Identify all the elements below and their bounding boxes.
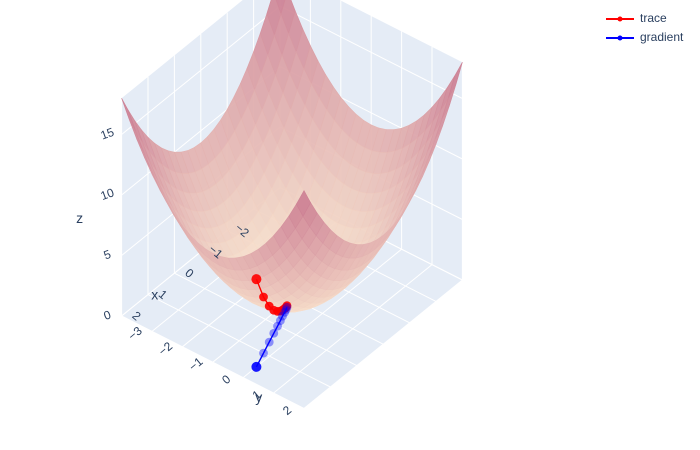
series-point-trace[interactable] (282, 301, 292, 311)
surface-patch (296, 189, 311, 217)
legend-item-gradient[interactable]: gradient (606, 30, 684, 44)
legend: trace gradient (606, 11, 684, 44)
series-point-gradient[interactable] (264, 337, 274, 347)
y-axis-title: y (255, 389, 262, 405)
grid-line-floor-y (303, 279, 463, 409)
series-point-gradient[interactable] (259, 348, 268, 358)
x-axis-title: x (151, 287, 158, 303)
series-point-gradient[interactable] (281, 305, 291, 315)
z-tick-label: 5 (102, 247, 113, 263)
series-point-gradient[interactable] (282, 302, 292, 312)
series-point-gradient[interactable] (275, 316, 285, 326)
series-point-trace[interactable] (251, 274, 262, 285)
grid-line-floor-y (273, 264, 433, 394)
legend-item-trace[interactable]: trace (606, 11, 667, 25)
series-line-gradient[interactable] (255, 307, 288, 368)
legend-label: gradient (640, 30, 684, 44)
y-tick-label: 0 (219, 372, 233, 387)
series-point-gradient[interactable] (278, 311, 287, 321)
y-tick-label: 2 (280, 403, 294, 418)
z-tick-label: 10 (99, 185, 117, 203)
series-point-trace[interactable] (259, 292, 268, 302)
z-axis-title: z (76, 210, 83, 226)
grid-line-z-a (279, 5, 463, 99)
series-point-gradient[interactable] (273, 321, 282, 331)
grid-line-floor-y (242, 248, 402, 378)
legend-label: trace (640, 11, 667, 25)
legend-marker (617, 16, 623, 22)
legend-marker (617, 35, 623, 41)
series-point-gradient[interactable] (251, 361, 262, 372)
grid-line-z-b (121, 5, 281, 135)
surface (121, 0, 463, 313)
series-point-gradient[interactable] (269, 328, 279, 338)
data-series (251, 274, 292, 372)
z-tick-label: 15 (99, 125, 117, 143)
series-point-gradient[interactable] (280, 307, 290, 317)
z-tick-label: 0 (102, 307, 113, 323)
axis-titles: x y z (76, 210, 262, 405)
